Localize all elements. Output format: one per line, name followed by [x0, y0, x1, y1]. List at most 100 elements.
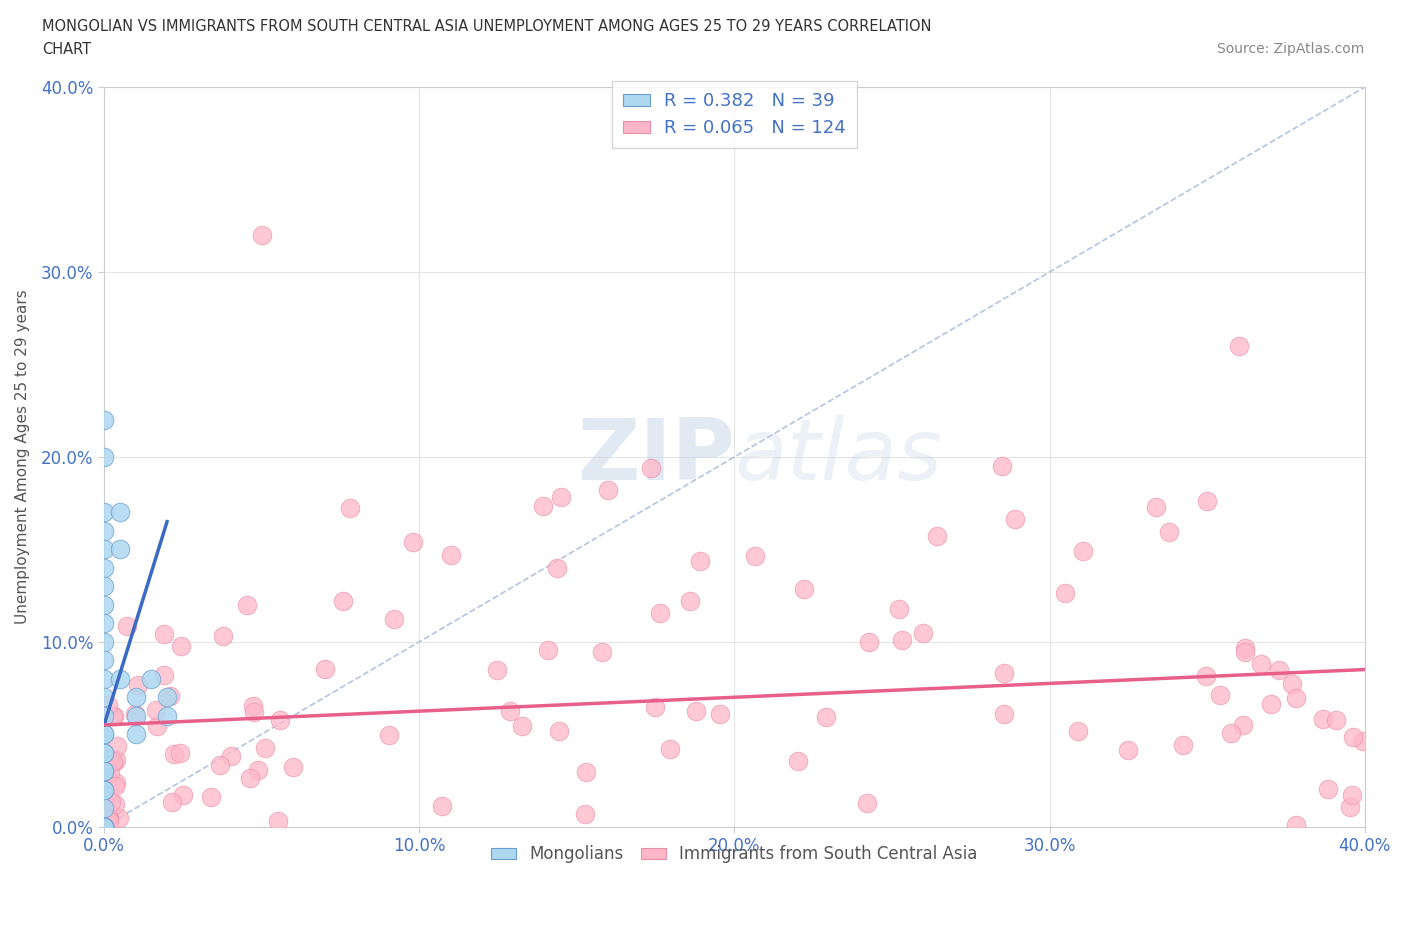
Point — [1054, 585, 1077, 600]
Point — [93, 819, 115, 834]
Point — [152, 627, 174, 642]
Point — [689, 553, 711, 568]
Point — [1232, 718, 1254, 733]
Point — [100, 794, 122, 809]
Point — [402, 534, 425, 549]
Y-axis label: Unemployment Among Ages 25 to 29 years: Unemployment Among Ages 25 to 29 years — [15, 289, 30, 624]
Point — [531, 498, 554, 513]
Point — [200, 790, 222, 804]
Point — [1285, 691, 1308, 706]
Point — [1220, 725, 1243, 740]
Legend: Mongolians, Immigrants from South Central Asia: Mongolians, Immigrants from South Centra… — [485, 839, 984, 870]
Point — [432, 798, 454, 813]
Point — [314, 661, 336, 676]
Point — [107, 811, 129, 826]
Point — [1281, 676, 1303, 691]
Text: MONGOLIAN VS IMMIGRANTS FROM SOUTH CENTRAL ASIA UNEMPLOYMENT AMONG AGES 25 TO 29: MONGOLIAN VS IMMIGRANTS FROM SOUTH CENTR… — [42, 19, 932, 33]
Point — [93, 819, 115, 834]
Point — [1209, 687, 1232, 702]
Point — [339, 500, 361, 515]
Point — [108, 671, 131, 686]
Point — [242, 699, 264, 714]
Point — [156, 709, 179, 724]
Point — [97, 814, 120, 829]
Point — [156, 690, 179, 705]
Text: ZIP: ZIP — [576, 416, 734, 498]
Point — [93, 690, 115, 705]
Point — [574, 764, 596, 779]
Point — [94, 812, 117, 827]
Point — [209, 758, 232, 773]
Point — [115, 618, 138, 633]
Point — [104, 797, 127, 812]
Point — [145, 702, 167, 717]
Point — [1341, 730, 1364, 745]
Point — [124, 727, 146, 742]
Point — [640, 460, 662, 475]
Point — [993, 666, 1015, 681]
Point — [93, 764, 115, 778]
Point — [141, 671, 163, 686]
Point — [1250, 657, 1272, 671]
Point — [172, 787, 194, 802]
Point — [1351, 734, 1374, 749]
Point — [887, 602, 910, 617]
Point — [96, 793, 118, 808]
Point — [243, 705, 266, 720]
Point — [254, 740, 277, 755]
Point — [93, 413, 115, 428]
Point — [993, 707, 1015, 722]
Point — [93, 819, 115, 834]
Point — [709, 707, 731, 722]
Point — [169, 746, 191, 761]
Point — [1324, 712, 1347, 727]
Point — [1171, 737, 1194, 752]
Point — [378, 727, 401, 742]
Point — [856, 795, 879, 810]
Point — [991, 458, 1014, 473]
Point — [93, 542, 115, 557]
Point — [93, 801, 115, 816]
Point — [574, 806, 596, 821]
Point — [1234, 644, 1257, 659]
Point — [93, 597, 115, 612]
Point — [93, 782, 115, 797]
Point — [925, 528, 948, 543]
Point — [890, 632, 912, 647]
Point — [93, 449, 115, 464]
Point — [1317, 781, 1340, 796]
Point — [1159, 525, 1181, 540]
Text: CHART: CHART — [42, 42, 91, 57]
Point — [1195, 493, 1218, 508]
Point — [239, 770, 262, 785]
Point — [93, 727, 115, 742]
Point — [267, 814, 290, 829]
Point — [235, 598, 257, 613]
Text: Source: ZipAtlas.com: Source: ZipAtlas.com — [1216, 42, 1364, 56]
Point — [93, 745, 115, 760]
Point — [127, 678, 149, 693]
Point — [1312, 711, 1334, 726]
Point — [93, 764, 115, 778]
Point — [815, 710, 838, 724]
Point — [658, 741, 681, 756]
Point — [160, 794, 183, 809]
Point — [332, 594, 354, 609]
Point — [93, 616, 115, 631]
Point — [550, 490, 572, 505]
Point — [1260, 697, 1282, 711]
Point — [440, 547, 463, 562]
Point — [485, 663, 508, 678]
Point — [644, 699, 666, 714]
Point — [1233, 641, 1256, 656]
Text: atlas: atlas — [734, 416, 942, 498]
Point — [250, 228, 273, 243]
Point — [124, 690, 146, 705]
Point — [219, 749, 242, 764]
Point — [104, 752, 127, 767]
Point — [93, 709, 115, 724]
Point — [648, 605, 671, 620]
Point — [1340, 787, 1362, 802]
Point — [105, 738, 128, 753]
Point — [685, 704, 707, 719]
